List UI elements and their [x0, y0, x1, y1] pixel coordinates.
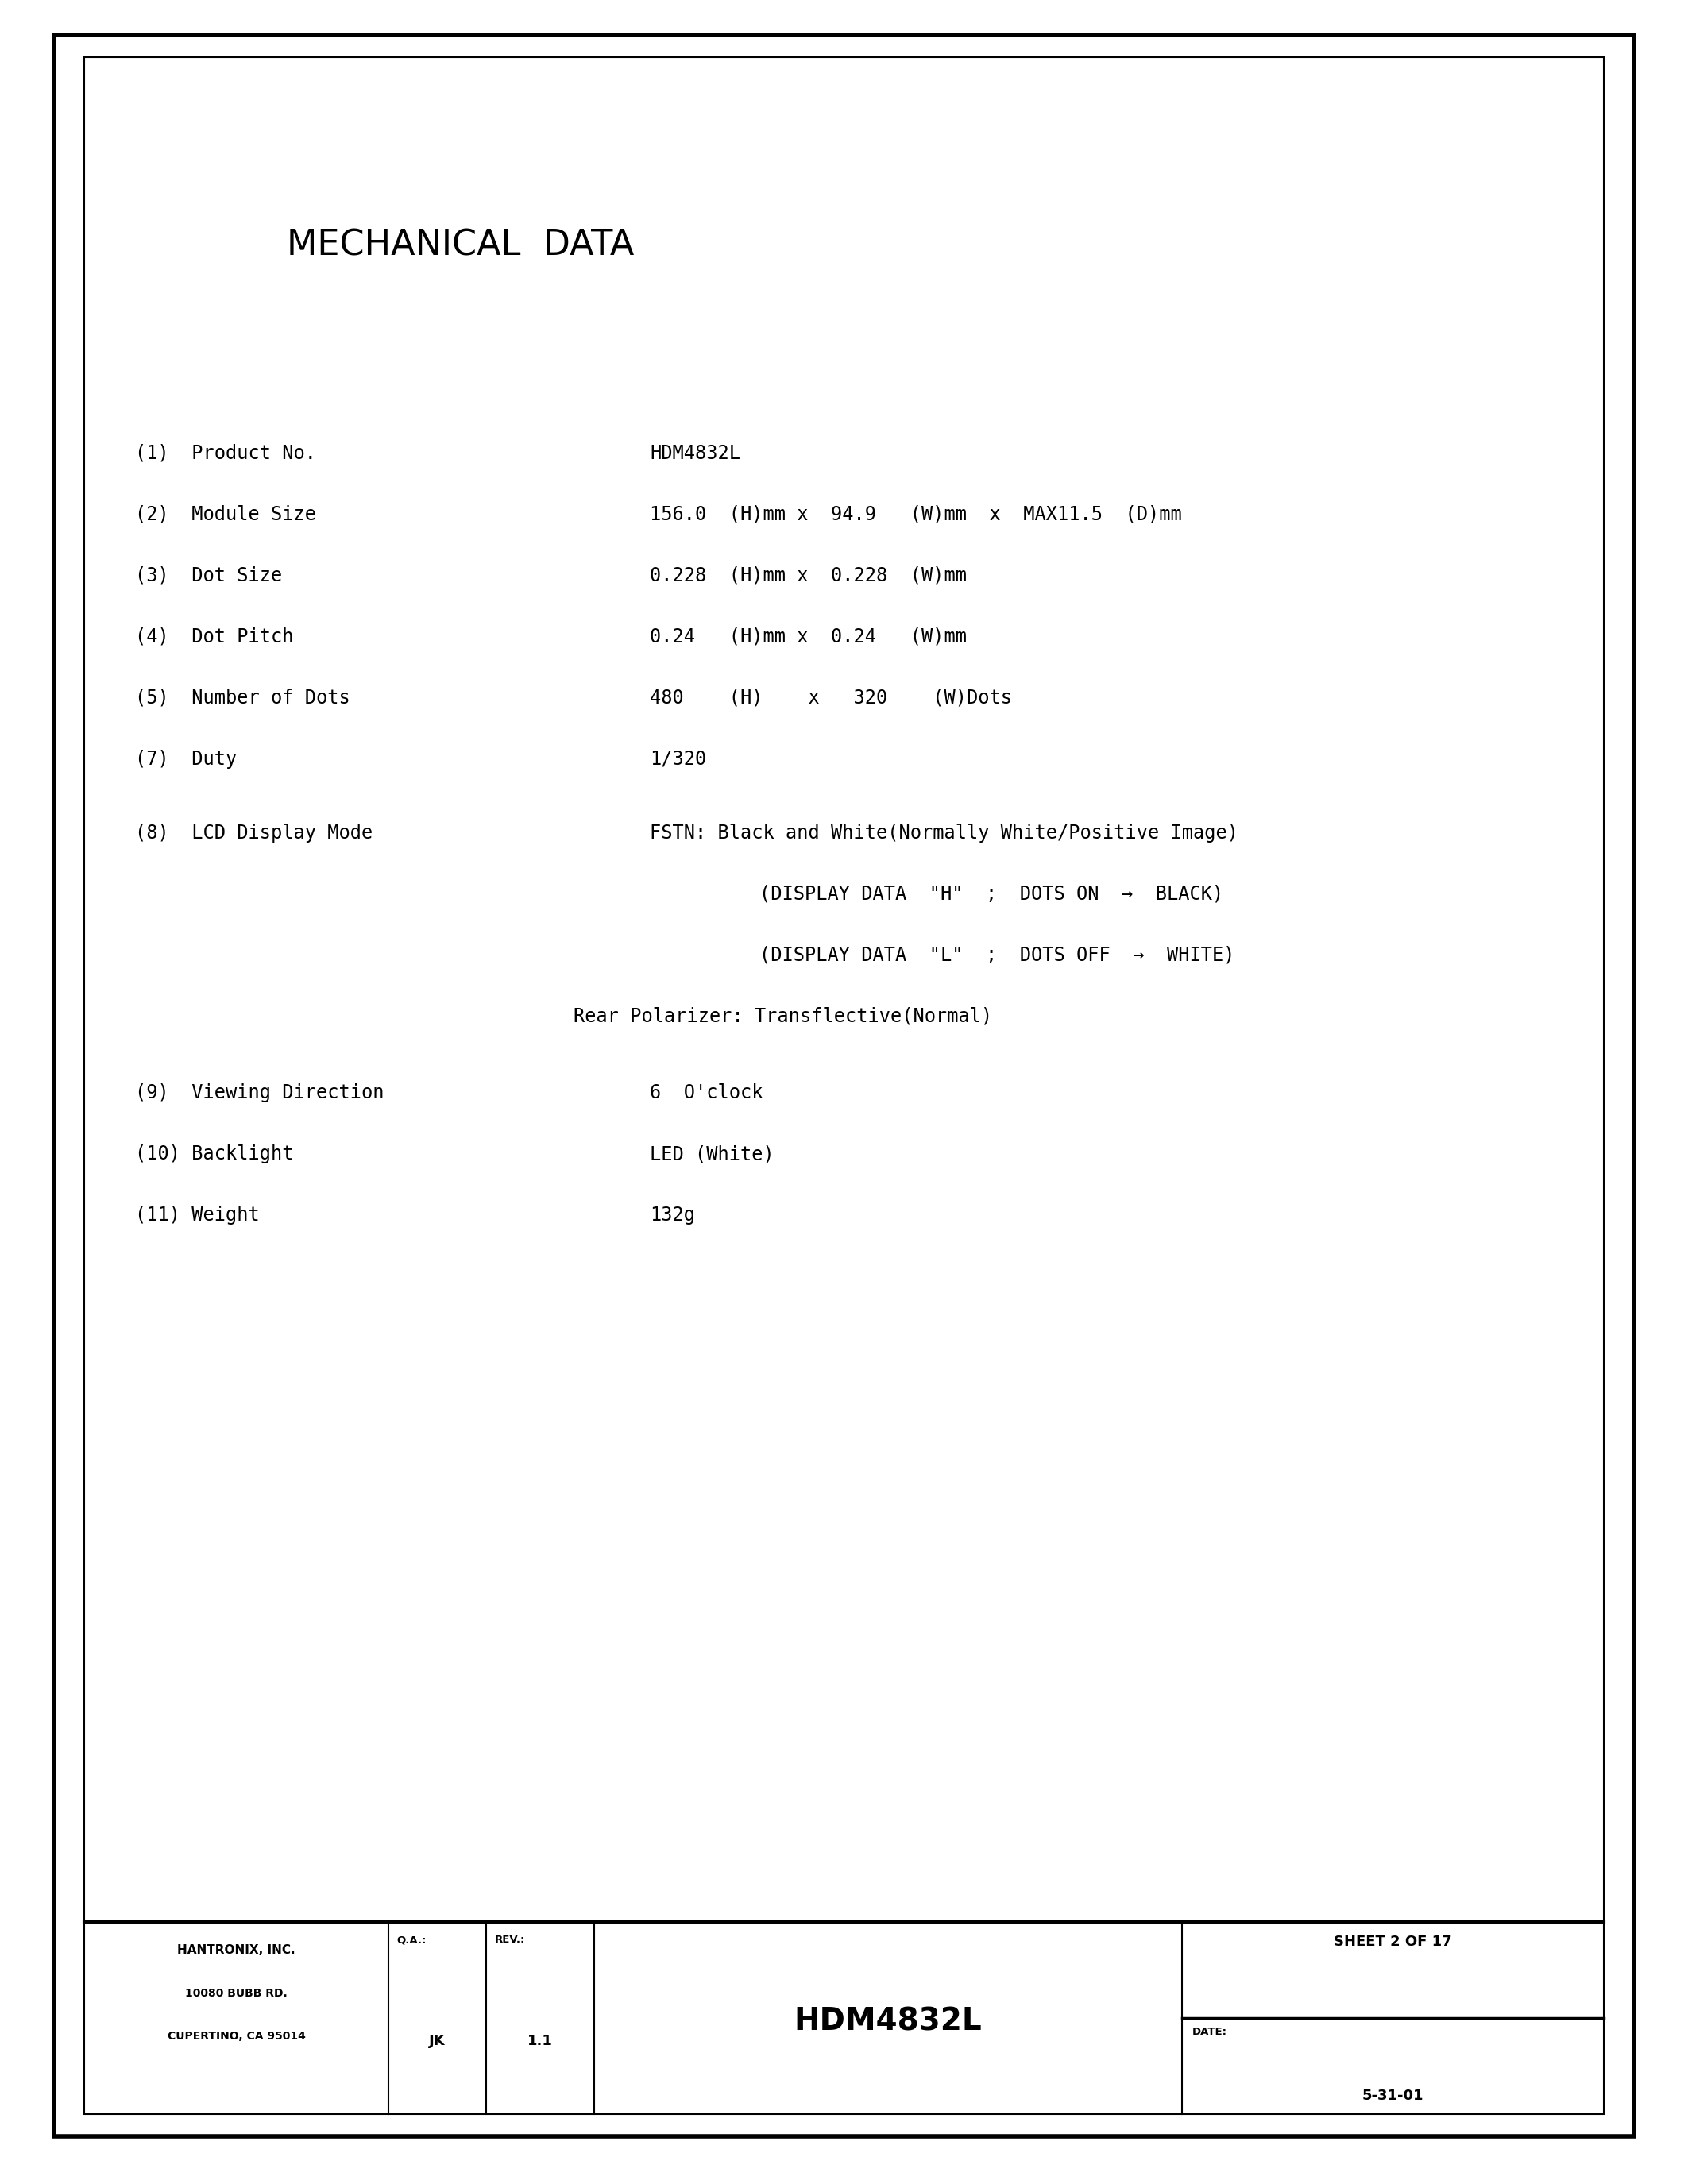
Text: 480    (H)    x   320    (W)Dots: 480 (H) x 320 (W)Dots	[650, 688, 1013, 708]
Text: REV.:: REV.:	[495, 1935, 525, 1946]
Text: (9)  Viewing Direction: (9) Viewing Direction	[135, 1083, 385, 1103]
Text: (4)  Dot Pitch: (4) Dot Pitch	[135, 627, 294, 646]
Text: HDM4832L: HDM4832L	[650, 443, 741, 463]
Text: Rear Polarizer: Transflective(Normal): Rear Polarizer: Transflective(Normal)	[574, 1007, 993, 1026]
Text: (11) Weight: (11) Weight	[135, 1206, 260, 1225]
Text: 5-31-01: 5-31-01	[1362, 2088, 1423, 2103]
Text: FSTN: Black and White(Normally White/Positive Image): FSTN: Black and White(Normally White/Pos…	[650, 823, 1239, 843]
Text: Q.A.:: Q.A.:	[397, 1935, 427, 1946]
Text: CUPERTINO, CA 95014: CUPERTINO, CA 95014	[167, 2031, 306, 2042]
Text: (1)  Product No.: (1) Product No.	[135, 443, 316, 463]
Text: (5)  Number of Dots: (5) Number of Dots	[135, 688, 349, 708]
Text: HANTRONIX, INC.: HANTRONIX, INC.	[177, 1944, 295, 1955]
Text: 6  O'clock: 6 O'clock	[650, 1083, 763, 1103]
Text: LED (White): LED (White)	[650, 1144, 775, 1164]
Text: 1.1: 1.1	[527, 2033, 552, 2049]
Text: (8)  LCD Display Mode: (8) LCD Display Mode	[135, 823, 373, 843]
Text: (7)  Duty: (7) Duty	[135, 749, 236, 769]
Text: (2)  Module Size: (2) Module Size	[135, 505, 316, 524]
Text: 1/320: 1/320	[650, 749, 707, 769]
Text: (DISPLAY DATA  "H"  ;  DOTS ON  →  BLACK): (DISPLAY DATA "H" ; DOTS ON → BLACK)	[760, 885, 1224, 904]
Text: (DISPLAY DATA  "L"  ;  DOTS OFF  →  WHITE): (DISPLAY DATA "L" ; DOTS OFF → WHITE)	[760, 946, 1236, 965]
Text: (10) Backlight: (10) Backlight	[135, 1144, 294, 1164]
Text: 10080 BUBB RD.: 10080 BUBB RD.	[186, 1987, 287, 1998]
Text: JK: JK	[429, 2033, 446, 2049]
Text: 0.24   (H)mm x  0.24   (W)mm: 0.24 (H)mm x 0.24 (W)mm	[650, 627, 967, 646]
Text: DATE:: DATE:	[1192, 2027, 1227, 2038]
Text: 132g: 132g	[650, 1206, 695, 1225]
Text: SHEET 2 OF 17: SHEET 2 OF 17	[1334, 1935, 1452, 1950]
Text: 0.228  (H)mm x  0.228  (W)mm: 0.228 (H)mm x 0.228 (W)mm	[650, 566, 967, 585]
Text: (3)  Dot Size: (3) Dot Size	[135, 566, 282, 585]
Text: 156.0  (H)mm x  94.9   (W)mm  x  MAX11.5  (D)mm: 156.0 (H)mm x 94.9 (W)mm x MAX11.5 (D)mm	[650, 505, 1182, 524]
Text: HDM4832L: HDM4832L	[793, 2007, 982, 2038]
Text: MECHANICAL  DATA: MECHANICAL DATA	[287, 227, 635, 262]
